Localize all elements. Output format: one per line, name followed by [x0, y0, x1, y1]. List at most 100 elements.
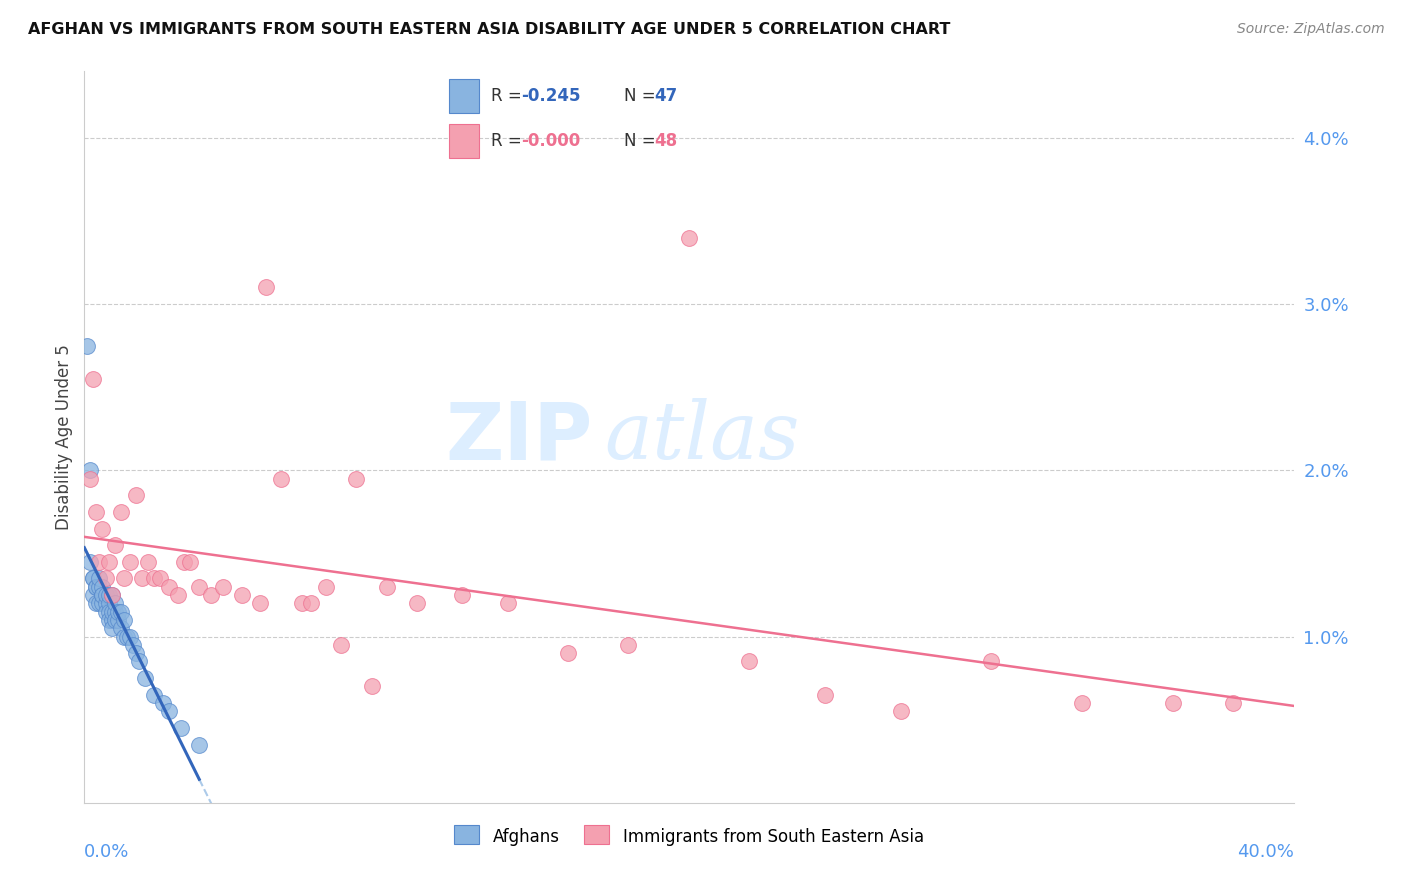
Point: [890, 705, 912, 719]
Point: [1222, 696, 1244, 710]
Text: atlas: atlas: [605, 399, 800, 475]
Point: [121, 638, 143, 652]
Point: [451, 588, 474, 602]
Text: 0.0%: 0.0%: [84, 843, 129, 861]
Point: [617, 638, 640, 652]
Text: Source: ZipAtlas.com: Source: ZipAtlas.com: [1237, 22, 1385, 37]
Text: -0.245: -0.245: [522, 87, 581, 104]
Text: N =: N =: [624, 132, 661, 150]
Point: [118, 630, 141, 644]
Point: [134, 671, 156, 685]
Point: [152, 696, 174, 710]
Point: [1071, 696, 1094, 710]
Point: [76, 338, 98, 352]
Bar: [449, 78, 479, 112]
Point: [94, 596, 117, 610]
Point: [315, 580, 337, 594]
Point: [91, 521, 114, 535]
Point: [100, 605, 122, 619]
Point: [112, 613, 135, 627]
Point: [131, 571, 153, 585]
Text: AFGHAN VS IMMIGRANTS FROM SOUTH EASTERN ASIA DISABILITY AGE UNDER 5 CORRELATION : AFGHAN VS IMMIGRANTS FROM SOUTH EASTERN …: [28, 22, 950, 37]
Point: [89, 571, 111, 585]
Point: [82, 588, 104, 602]
Point: [157, 580, 180, 594]
Text: -0.000: -0.000: [522, 132, 581, 150]
Text: 47: 47: [655, 87, 678, 104]
Point: [89, 580, 111, 594]
Point: [125, 488, 148, 502]
Point: [86, 505, 108, 519]
Point: [110, 505, 132, 519]
Point: [112, 630, 135, 644]
Point: [82, 571, 104, 585]
Point: [179, 555, 201, 569]
Point: [406, 596, 429, 610]
Point: [249, 596, 271, 610]
Point: [254, 280, 277, 294]
Point: [79, 472, 101, 486]
Point: [94, 605, 117, 619]
Point: [86, 596, 108, 610]
Point: [97, 596, 120, 610]
Point: [1161, 696, 1184, 710]
Point: [110, 605, 132, 619]
Point: [79, 463, 101, 477]
Point: [167, 588, 190, 602]
Point: [91, 588, 114, 602]
Point: [107, 613, 129, 627]
Point: [291, 596, 314, 610]
Y-axis label: Disability Age Under 5: Disability Age Under 5: [55, 344, 73, 530]
Text: ZIP: ZIP: [444, 398, 592, 476]
Legend: Afghans, Immigrants from South Eastern Asia: Afghans, Immigrants from South Eastern A…: [447, 822, 931, 853]
Point: [299, 596, 322, 610]
Point: [86, 580, 108, 594]
Point: [678, 230, 700, 244]
Point: [97, 605, 120, 619]
Point: [100, 621, 122, 635]
Text: R =: R =: [491, 87, 527, 104]
Point: [97, 555, 120, 569]
Point: [82, 571, 104, 585]
Point: [112, 571, 135, 585]
Point: [110, 621, 132, 635]
Bar: [449, 124, 479, 158]
Point: [89, 596, 111, 610]
Point: [94, 588, 117, 602]
Point: [125, 646, 148, 660]
Point: [97, 613, 120, 627]
Point: [142, 688, 165, 702]
Point: [142, 571, 165, 585]
Point: [82, 372, 104, 386]
Point: [149, 571, 172, 585]
Point: [557, 646, 579, 660]
Point: [360, 680, 382, 694]
Text: R =: R =: [491, 132, 527, 150]
Point: [270, 472, 292, 486]
Point: [814, 688, 837, 702]
Point: [128, 655, 150, 669]
Point: [980, 655, 1002, 669]
Point: [170, 721, 193, 735]
Point: [79, 555, 101, 569]
Text: 48: 48: [655, 132, 678, 150]
Text: 40.0%: 40.0%: [1237, 843, 1294, 861]
Point: [91, 596, 114, 610]
Point: [231, 588, 253, 602]
Point: [118, 555, 141, 569]
Point: [104, 596, 127, 610]
Point: [496, 596, 519, 610]
Point: [100, 588, 122, 602]
Point: [100, 613, 122, 627]
Point: [97, 588, 120, 602]
Point: [94, 571, 117, 585]
Point: [375, 580, 398, 594]
Point: [89, 555, 111, 569]
Point: [91, 580, 114, 594]
Point: [157, 705, 180, 719]
Point: [188, 580, 211, 594]
Point: [136, 555, 159, 569]
Point: [115, 630, 138, 644]
Point: [330, 638, 353, 652]
Point: [104, 538, 127, 552]
